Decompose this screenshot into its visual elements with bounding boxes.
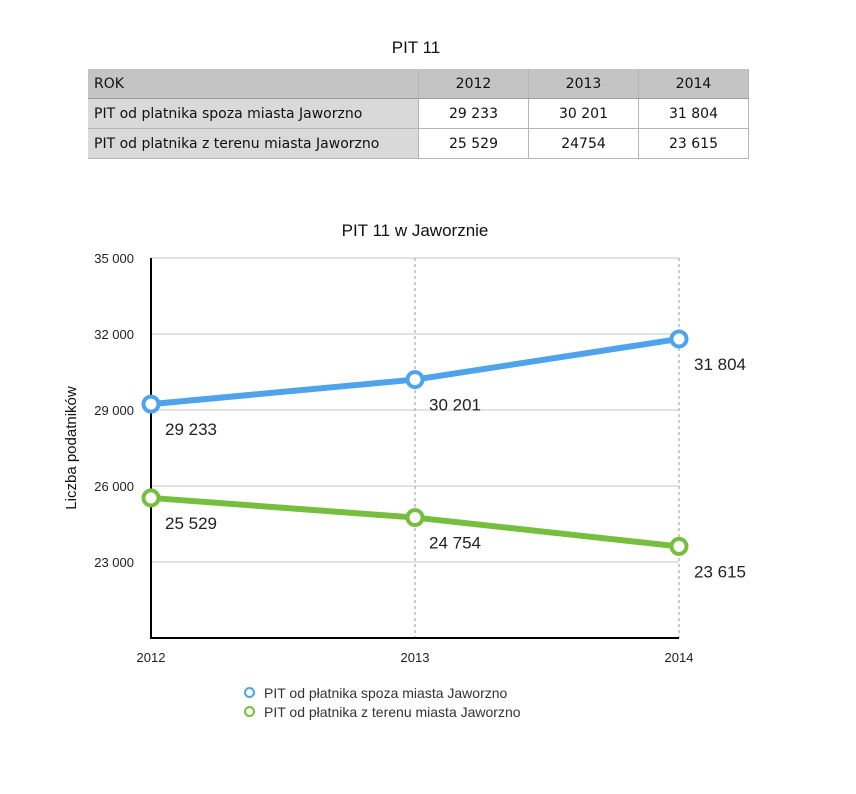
x-tick-label: 2012 <box>137 650 166 665</box>
legend-label: PIT od płatnika z terenu miasta Jaworzno <box>264 703 521 720</box>
data-point <box>669 536 689 556</box>
data-label: 31 804 <box>694 355 746 374</box>
header-cell: 2012 <box>418 69 529 99</box>
header-cell: 2013 <box>528 69 639 99</box>
table-cell: 24754 <box>528 128 639 159</box>
data-label: 24 754 <box>429 534 481 553</box>
table-cell: 23 615 <box>638 128 749 159</box>
data-point <box>141 488 161 508</box>
data-point <box>141 394 161 414</box>
row-label: PIT od platnika z terenu miasta Jaworzno <box>88 128 419 159</box>
pit-table: ROK 2012 2013 2014 PIT od platnika spoza… <box>88 69 749 159</box>
data-point <box>405 370 425 390</box>
data-point <box>405 508 425 528</box>
table-cell: 30 201 <box>528 98 639 129</box>
legend-label: PIT od płatnika spoza miasta Jaworzno <box>264 684 508 701</box>
row-label: PIT od platnika spoza miasta Jaworzno <box>88 98 419 129</box>
data-label: 30 201 <box>429 396 481 415</box>
x-tick-label: 2013 <box>401 650 430 665</box>
x-tick-label: 2014 <box>665 650 694 665</box>
y-axis-label: Liczba podatników <box>63 386 80 510</box>
chart-legend: PIT od płatnika spoza miasta Jaworzno PI… <box>244 683 521 721</box>
legend-item: PIT od płatnika spoza miasta Jaworzno <box>244 683 521 702</box>
table-row: PIT od platnika spoza miasta Jaworzno 29… <box>88 98 749 129</box>
legend-marker-icon <box>244 687 255 698</box>
y-tick-label: 29 000 <box>94 403 134 418</box>
y-tick-label: 35 000 <box>94 251 134 266</box>
header-cell: 2014 <box>638 69 749 99</box>
y-tick-label: 26 000 <box>94 479 134 494</box>
chart-title: PIT 11 w Jaworznie <box>342 221 489 240</box>
table-title: PIT 11 <box>391 38 441 57</box>
y-tick-label: 32 000 <box>94 327 134 342</box>
legend-marker-icon <box>244 706 255 717</box>
y-tick-label: 23 000 <box>94 555 134 570</box>
line-chart: PIT 11 w Jaworznie 23 000 26 000 29 000 32 0… <box>63 221 746 665</box>
table-cell: 31 804 <box>638 98 749 129</box>
data-label: 23 615 <box>694 562 746 581</box>
legend-item: PIT od płatnika z terenu miasta Jaworzno <box>244 702 521 721</box>
data-label: 29 233 <box>165 420 217 439</box>
table-row: PIT od platnika z terenu miasta Jaworzno… <box>88 128 749 159</box>
data-label: 25 529 <box>165 514 217 533</box>
table-cell: 25 529 <box>418 128 529 159</box>
table-header-row: ROK 2012 2013 2014 <box>88 69 749 99</box>
data-point <box>669 329 689 349</box>
header-cell: ROK <box>88 69 419 99</box>
table-cell: 29 233 <box>418 98 529 129</box>
